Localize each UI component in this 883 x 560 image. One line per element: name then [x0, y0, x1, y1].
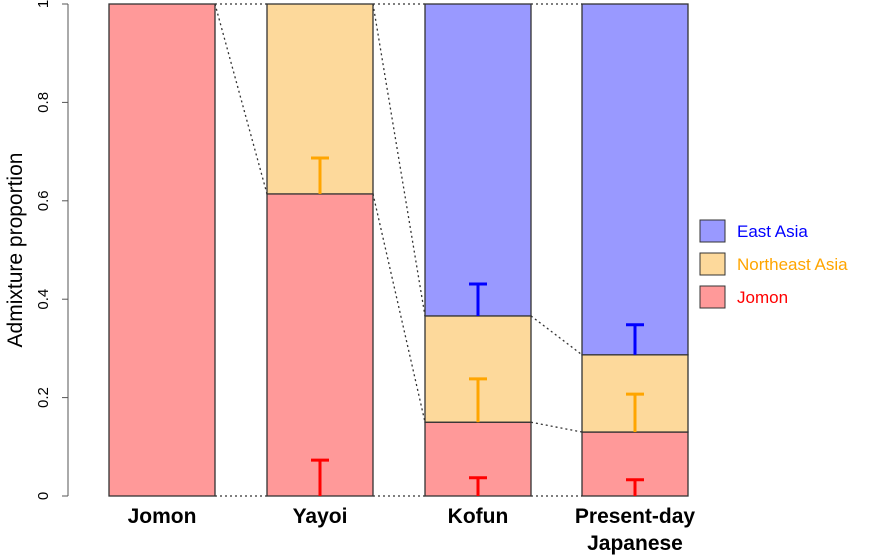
x-tick-label: Jomon — [128, 505, 197, 528]
connector-line — [372, 3, 426, 317]
connector-line — [214, 3, 268, 195]
legend-swatch — [699, 219, 726, 243]
legend-label: Northeast Asia — [737, 255, 848, 274]
x-tick-label: Kofun — [448, 505, 509, 528]
y-tick-label: 0.8 — [35, 92, 52, 113]
error-bars — [311, 156, 644, 496]
y-tick-label: 1 — [35, 0, 52, 8]
connector-lines — [214, 3, 583, 497]
y-axis-label: Admixture proportion — [4, 153, 27, 348]
bar-east-asia — [581, 3, 689, 356]
x-tick-label: Japanese — [587, 532, 683, 555]
x-tick-label: Present-day — [575, 505, 696, 528]
y-axis: 0 0.2 0.4 0.6 0.8 1 — [35, 0, 69, 500]
legend-swatch — [699, 252, 726, 276]
y-tick-label: 0.6 — [35, 190, 52, 211]
connector-line — [530, 315, 583, 356]
x-axis-labels: Jomon Yayoi Kofun Present-day Japanese — [128, 505, 696, 555]
bar-east-asia — [424, 3, 532, 317]
legend-label: Jomon — [737, 288, 788, 307]
bar-jomon — [266, 193, 374, 497]
y-tick-label: 0.2 — [35, 387, 52, 408]
legend-label: East Asia — [737, 222, 808, 241]
y-tick-label: 0 — [35, 492, 52, 500]
legend: East Asia Northeast Asia Jomon — [699, 219, 848, 309]
connector-line — [372, 193, 426, 423]
bar-jomon — [108, 3, 216, 497]
x-tick-label: Yayoi — [293, 505, 348, 528]
connector-line — [530, 421, 583, 433]
legend-swatch — [699, 285, 726, 309]
bars — [108, 3, 689, 497]
y-tick-label: 0.4 — [35, 289, 52, 310]
